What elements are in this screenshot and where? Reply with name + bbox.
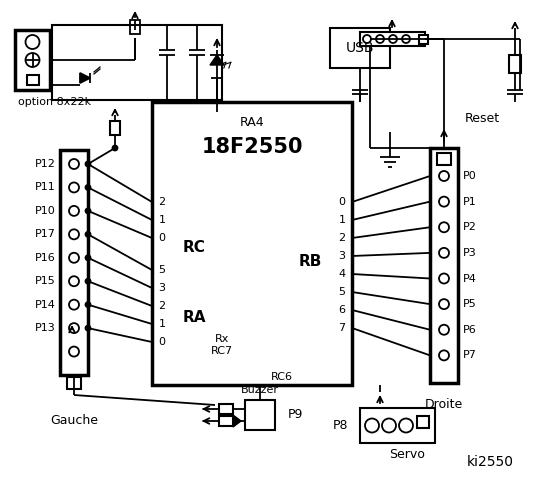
Text: option 8x22k: option 8x22k xyxy=(18,97,92,107)
Text: Servo: Servo xyxy=(389,448,425,461)
Bar xyxy=(67,377,81,389)
Text: P17: P17 xyxy=(35,229,56,240)
Text: P12: P12 xyxy=(35,159,56,169)
Text: 4: 4 xyxy=(338,269,346,279)
Text: Gauche: Gauche xyxy=(50,413,98,427)
Bar xyxy=(219,416,233,426)
Bar xyxy=(417,416,429,428)
Bar xyxy=(219,404,233,414)
Text: 1: 1 xyxy=(338,215,346,225)
Circle shape xyxy=(86,232,91,237)
Bar xyxy=(245,400,275,430)
Text: 0: 0 xyxy=(159,337,165,347)
Bar xyxy=(360,408,435,443)
Circle shape xyxy=(86,161,91,167)
Text: P6: P6 xyxy=(463,325,477,335)
Text: P11: P11 xyxy=(35,182,56,192)
Text: 0: 0 xyxy=(159,233,165,243)
Bar xyxy=(130,20,140,34)
Text: P1: P1 xyxy=(463,197,477,206)
Text: P0: P0 xyxy=(463,171,477,181)
Bar xyxy=(27,75,39,85)
Text: 1: 1 xyxy=(159,319,165,329)
Text: RB: RB xyxy=(298,254,322,269)
Text: Droite: Droite xyxy=(425,398,463,411)
Circle shape xyxy=(86,325,91,331)
Text: P5: P5 xyxy=(463,299,477,309)
Text: RC: RC xyxy=(182,240,205,254)
Polygon shape xyxy=(210,55,224,65)
Bar xyxy=(60,150,88,375)
Circle shape xyxy=(86,255,91,260)
Circle shape xyxy=(86,302,91,307)
Bar xyxy=(152,102,352,385)
Bar xyxy=(110,121,120,135)
Text: Reset: Reset xyxy=(465,111,500,124)
Polygon shape xyxy=(233,415,241,427)
Text: 2: 2 xyxy=(159,197,165,207)
Text: 1: 1 xyxy=(159,215,165,225)
Text: P2: P2 xyxy=(463,222,477,232)
Text: Buzzer: Buzzer xyxy=(241,385,279,395)
Text: 5: 5 xyxy=(338,287,346,297)
Text: RA: RA xyxy=(182,310,206,324)
Text: P8: P8 xyxy=(332,419,348,432)
Text: P10: P10 xyxy=(35,206,56,216)
Text: P4: P4 xyxy=(463,274,477,284)
Text: P14: P14 xyxy=(35,300,56,310)
Text: USB: USB xyxy=(346,41,374,55)
Circle shape xyxy=(86,208,91,214)
Circle shape xyxy=(112,145,117,151)
Text: P13: P13 xyxy=(35,323,56,333)
Text: 6: 6 xyxy=(338,305,346,315)
Bar xyxy=(360,32,425,46)
Text: 7: 7 xyxy=(338,323,346,333)
Bar xyxy=(15,30,50,90)
Bar xyxy=(419,35,428,44)
Text: P15: P15 xyxy=(35,276,56,286)
Text: ki2550: ki2550 xyxy=(467,455,514,469)
Text: P3: P3 xyxy=(463,248,477,258)
Bar xyxy=(330,28,390,68)
Text: 3: 3 xyxy=(338,251,346,261)
Bar xyxy=(437,153,451,165)
Circle shape xyxy=(86,279,91,284)
Bar xyxy=(430,148,458,383)
Text: 2: 2 xyxy=(159,301,165,311)
Text: P16: P16 xyxy=(35,253,56,263)
Text: RC6: RC6 xyxy=(271,372,293,382)
Text: 3: 3 xyxy=(159,283,165,293)
Bar xyxy=(509,55,521,73)
Text: RA4: RA4 xyxy=(239,116,264,129)
Text: P7: P7 xyxy=(463,350,477,360)
Bar xyxy=(52,25,222,100)
Text: 2: 2 xyxy=(338,233,346,243)
Text: 0: 0 xyxy=(338,197,346,207)
Text: 5: 5 xyxy=(159,265,165,275)
Text: P9: P9 xyxy=(288,408,302,421)
Circle shape xyxy=(86,185,91,190)
Text: Rx
RC7: Rx RC7 xyxy=(211,334,233,356)
Polygon shape xyxy=(80,73,90,83)
Text: 18F2550: 18F2550 xyxy=(201,137,302,157)
